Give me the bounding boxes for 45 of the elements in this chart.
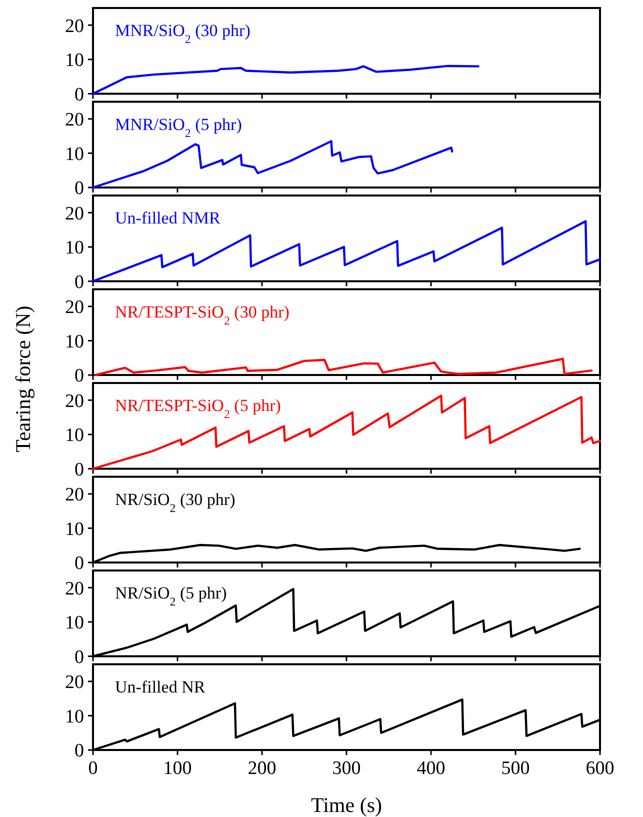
y-tick-label: 20 xyxy=(65,203,84,224)
y-tick-label: 10 xyxy=(65,50,84,72)
x-tick-label: 500 xyxy=(501,758,530,779)
y-tick-label: 0 xyxy=(74,84,84,106)
y-tick-label: 0 xyxy=(74,459,84,480)
y-tick-label: 0 xyxy=(74,272,84,293)
y-tick-label: 10 xyxy=(65,706,84,728)
line-series xyxy=(92,394,602,470)
y-tick-label: 10 xyxy=(65,612,84,634)
x-tick-label: 100 xyxy=(163,758,192,779)
y-tick-label: 10 xyxy=(65,425,84,446)
y-tick-label: 10 xyxy=(65,331,84,352)
y-tick-label: 10 xyxy=(65,144,84,165)
y-tick-label: 0 xyxy=(74,178,84,200)
annotation: NR/SiO$_{2}$ (30 phr) xyxy=(115,490,236,515)
y-tick-label: 0 xyxy=(74,366,84,387)
y-tick-label: 0 xyxy=(74,646,84,668)
annotation: NR/TESPT-SiO$_{2}$ (5 phr) xyxy=(115,396,281,421)
y-tick-label: 10 xyxy=(65,518,84,540)
annotation: Un-filled NR xyxy=(115,677,206,696)
annotation: MNR/SiO$_{2}$ (5 phr) xyxy=(115,114,242,140)
annotation: Un-filled NMR xyxy=(115,208,221,228)
y-tick-label: 20 xyxy=(65,672,84,694)
line-series xyxy=(92,140,454,189)
y-axis-title: Tearing force (N) xyxy=(11,306,35,452)
x-axis-title: Time (s) xyxy=(311,793,382,817)
x-tick-label: 400 xyxy=(416,758,446,779)
annotation: MNR/SiO$_{2}$ (30 phr) xyxy=(115,21,250,46)
x-tick-label: 0 xyxy=(88,758,98,779)
line-series xyxy=(92,64,480,95)
y-tick-label: 20 xyxy=(65,110,84,131)
y-tick-label: 20 xyxy=(65,390,84,412)
y-tick-label: 10 xyxy=(65,238,84,259)
line-series xyxy=(94,358,593,376)
annotation: NR/TESPT-SiO$_{2}$ (30 phr) xyxy=(115,302,290,328)
y-tick-label: 20 xyxy=(65,578,84,600)
x-tick-label: 200 xyxy=(248,758,276,779)
y-tick-label: 20 xyxy=(65,16,84,37)
annotation: NR/SiO$_{2}$ (5 phr) xyxy=(115,584,227,608)
y-tick-label: 0 xyxy=(74,740,84,762)
x-tick-label: 600 xyxy=(586,758,614,779)
y-tick-label: 20 xyxy=(65,484,84,506)
y-tick-label: 20 xyxy=(65,297,84,318)
x-tick-label: 300 xyxy=(332,758,361,779)
y-tick-label: 0 xyxy=(74,553,84,574)
